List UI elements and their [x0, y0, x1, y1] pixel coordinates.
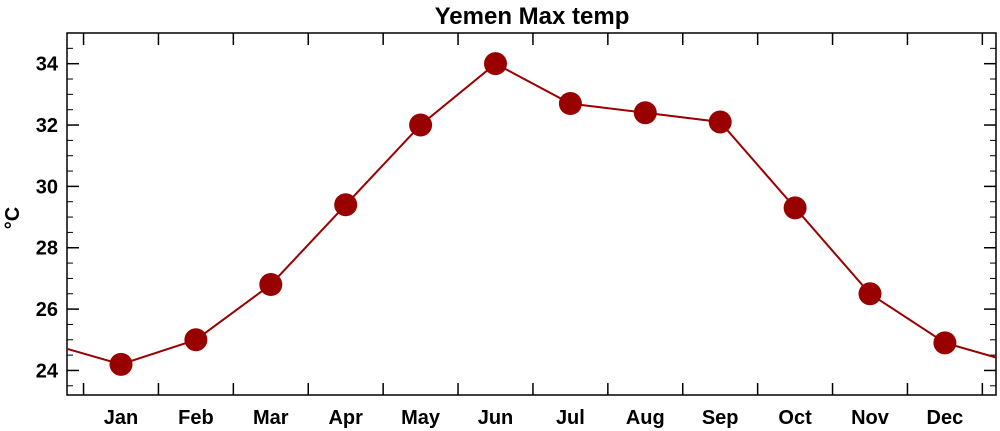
- data-point: [109, 352, 133, 376]
- data-point: [633, 101, 657, 125]
- x-tick-labels: Jan Feb Mar Apr May Jun Jul Aug Sep Oct Nov Dec: [104, 407, 963, 429]
- series-line: [66, 62, 997, 366]
- data-point: [558, 92, 582, 116]
- x-tick-label: Apr: [328, 407, 363, 429]
- data-markers: [109, 52, 957, 376]
- x-tick-label: Oct: [778, 407, 812, 429]
- y-tick-label: 28: [36, 238, 58, 260]
- data-point: [334, 193, 358, 217]
- data-point: [858, 282, 882, 306]
- data-point: [259, 273, 283, 297]
- y-tick-label: 34: [36, 54, 59, 76]
- x-tick-label: Nov: [851, 407, 890, 429]
- chart-title: Yemen Max temp: [435, 3, 630, 30]
- x-tick-label: Jun: [478, 407, 514, 429]
- y-axis-label: °C: [2, 207, 24, 229]
- x-tick-label: Feb: [178, 407, 214, 429]
- x-tick-label: Mar: [253, 407, 289, 429]
- axis-ticks: [67, 32, 996, 395]
- data-point: [708, 110, 732, 134]
- y-tick-labels: 24 26 28 30 32 34: [36, 54, 59, 383]
- y-tick-label: 30: [36, 176, 58, 198]
- y-tick-label: 32: [36, 115, 58, 137]
- x-tick-label: May: [401, 407, 441, 429]
- data-point: [409, 113, 433, 137]
- data-point: [184, 328, 208, 352]
- x-tick-label: Dec: [927, 407, 964, 429]
- x-tick-label: Jan: [104, 407, 138, 429]
- data-point: [783, 196, 807, 220]
- x-tick-label: Jul: [556, 407, 585, 429]
- x-tick-label: Sep: [702, 407, 739, 429]
- y-tick-label: 24: [36, 360, 59, 382]
- data-point: [933, 331, 957, 355]
- y-tick-label: 26: [36, 299, 58, 321]
- data-point: [484, 52, 507, 76]
- x-tick-label: Aug: [626, 407, 665, 429]
- plot-frame: [66, 32, 997, 396]
